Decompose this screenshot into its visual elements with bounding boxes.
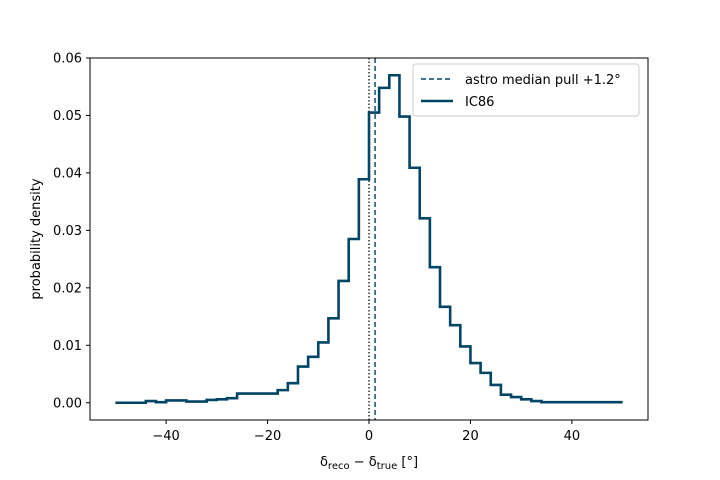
- x-axis: −40 −20 0 20 40: [152, 420, 580, 444]
- legend-ic86-label: IC86: [465, 95, 494, 110]
- plot-area: [115, 58, 623, 420]
- y-axis-label: probability density: [29, 178, 44, 299]
- x-tick-label: −40: [152, 429, 179, 444]
- y-tick-label: 0.00: [53, 396, 82, 411]
- y-tick-label: 0.05: [53, 109, 82, 124]
- y-tick-label: 0.03: [53, 224, 82, 239]
- legend: astro median pull +1.2° IC86: [412, 63, 640, 117]
- y-tick-label: 0.02: [53, 281, 82, 296]
- y-tick-label: 0.06: [53, 52, 82, 67]
- ic86-histogram-line: [115, 73, 623, 405]
- x-tick-label: 40: [564, 429, 581, 444]
- legend-box: [412, 63, 640, 117]
- y-axis: 0.00 0.01 0.02 0.03 0.04 0.05 0.06: [53, 52, 90, 411]
- y-tick-label: 0.04: [53, 166, 82, 181]
- legend-median-label: astro median pull +1.2°: [465, 73, 621, 88]
- x-tick-label: −20: [254, 429, 281, 444]
- x-tick-label: 0: [365, 429, 373, 444]
- x-tick-label: 20: [462, 429, 479, 444]
- x-axis-label: δreco − δtrue [°]: [320, 455, 418, 472]
- y-tick-label: 0.01: [53, 339, 82, 354]
